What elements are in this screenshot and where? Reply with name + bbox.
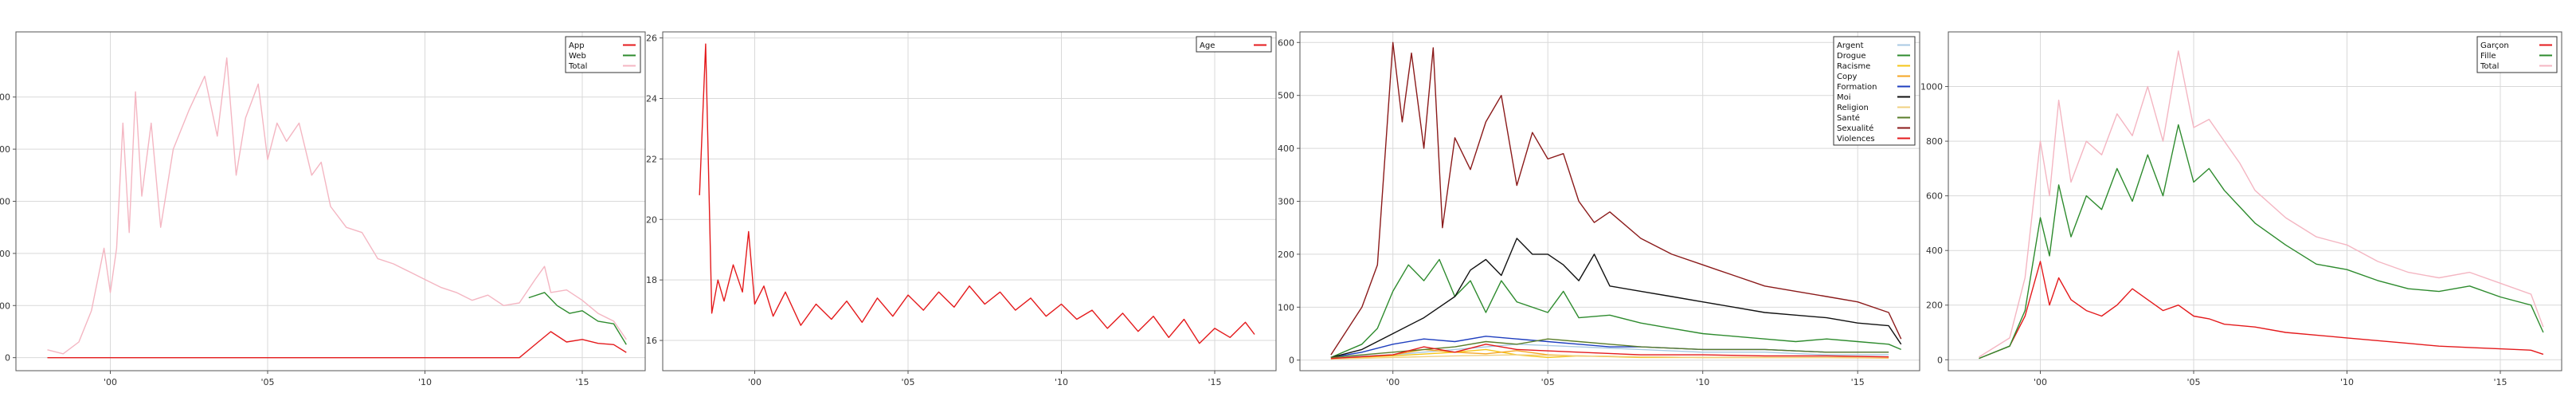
x-tick-label: '00 (748, 377, 761, 387)
y-tick-label: 500 (1278, 91, 1294, 101)
y-tick-label: 20 (646, 214, 657, 225)
y-tick-label: 1000 (0, 92, 10, 103)
y-tick-label: 600 (1278, 37, 1294, 48)
x-tick-label: '15 (575, 377, 589, 387)
x-tick-label: '00 (104, 377, 117, 387)
series-line-web (528, 292, 627, 345)
y-tick-label: 100 (1278, 302, 1294, 312)
y-tick-label: 600 (0, 197, 10, 207)
x-tick-label: '10 (1696, 377, 1709, 387)
plot-frame (662, 31, 1277, 371)
legend-label: Violences (1837, 135, 1875, 143)
legend-label: Copy (1837, 73, 1857, 81)
series-line-drogue (1330, 258, 1901, 359)
x-tick-label: '05 (260, 377, 274, 387)
y-tick-label: 0 (1289, 356, 1294, 366)
y-tick-label: 0 (5, 353, 10, 364)
legend-label: Argent (1837, 41, 1864, 50)
series-line-argent (1330, 344, 1889, 359)
y-tick-label: 400 (0, 249, 10, 259)
y-tick-label: 24 (646, 93, 657, 104)
legend: Age (1196, 36, 1272, 53)
x-tick-label: '10 (1055, 377, 1068, 387)
series-line-sexualit- (1330, 41, 1902, 356)
x-tick-label: '05 (1541, 377, 1555, 387)
series-line-app (47, 331, 627, 359)
legend-label: Total (2480, 62, 2499, 71)
x-tick-label: '10 (2340, 377, 2354, 387)
y-tick-label: 300 (1278, 197, 1294, 207)
y-tick-label: 200 (0, 301, 10, 311)
series-line-sant- (1330, 338, 1889, 359)
y-tick-label: 16 (646, 336, 657, 346)
y-tick-label: 200 (1278, 250, 1294, 260)
y-tick-label: 200 (1926, 301, 1943, 311)
y-tick-label: 800 (1926, 136, 1943, 147)
x-tick-label: '15 (1208, 377, 1221, 387)
x-tick-label: '05 (2186, 377, 2200, 387)
series-line-fille (1979, 124, 2544, 360)
legend-label: Web (569, 52, 586, 61)
legend-label: Age (1200, 41, 1215, 50)
series-line-gar-on (1979, 261, 2544, 360)
y-tick-label: 400 (1278, 143, 1294, 154)
legend-label: Fille (2480, 52, 2496, 61)
legend-label: App (569, 41, 585, 50)
series-line-total (1979, 50, 2544, 358)
series-line-moi (1330, 238, 1902, 359)
legend-label: Religion (1837, 104, 1869, 112)
y-tick-label: 800 (0, 144, 10, 155)
legend-label: Garçon (2480, 41, 2509, 50)
y-tick-label: 18 (646, 275, 657, 285)
legend-label: Sexualité (1837, 124, 1873, 133)
series-line-violences (1330, 344, 1889, 360)
x-tick-label: '00 (2034, 377, 2047, 387)
y-tick-label: 22 (646, 154, 657, 164)
series-line-religion (1330, 354, 1889, 360)
y-tick-label: 0 (1937, 355, 1943, 365)
legend-label: Total (568, 62, 587, 71)
plot-frame (1948, 31, 2562, 371)
series-line-age (699, 43, 1255, 344)
series-line-total (47, 57, 627, 355)
y-tick-label: 600 (1926, 191, 1943, 202)
x-tick-label: '15 (2493, 377, 2507, 387)
legend-label: Racisme (1837, 62, 1870, 71)
legend-label: Moi (1837, 93, 1851, 102)
legend-label: Formation (1837, 83, 1877, 92)
x-tick-label: '15 (1851, 377, 1865, 387)
chart-4: '00 '05 '10 '15 0 200 400 600 800 1000 Garçon Fille… (1920, 31, 2562, 387)
y-tick-label: 26 (646, 33, 657, 44)
x-tick-label: '00 (1386, 377, 1400, 387)
y-tick-label: 400 (1926, 246, 1943, 256)
chart-2: '00 '05 '10 '15 16 18 20 22 24 26 Age (646, 31, 1277, 387)
x-tick-label: '05 (901, 377, 914, 387)
legend-label: Santé (1837, 113, 1860, 123)
legend-label: Drogue (1837, 52, 1866, 61)
chart-3: '00 '05 '10 '15 0 100 200 300 400 500 600 Argent Dro… (1278, 31, 1920, 387)
y-tick-label: 1000 (1920, 82, 1943, 92)
legend-box (1196, 36, 1272, 53)
x-tick-label: '10 (418, 377, 432, 387)
